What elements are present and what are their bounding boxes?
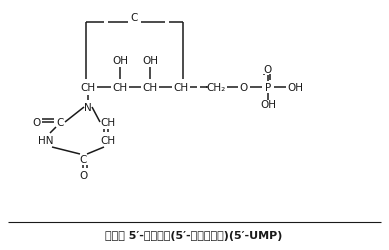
Text: CH: CH: [173, 83, 189, 93]
Text: P: P: [265, 83, 271, 93]
Text: CH: CH: [81, 83, 96, 93]
Text: OH: OH: [112, 56, 128, 66]
Text: O: O: [79, 170, 87, 180]
Text: CH: CH: [100, 136, 116, 145]
Text: C: C: [79, 154, 87, 164]
Text: C: C: [56, 118, 64, 128]
Text: 一磷酸 5′-嘧啶核苷(5′-嘧啶核苷酸)(5′-UMP): 一磷酸 5′-嘧啶核苷(5′-嘧啶核苷酸)(5′-UMP): [105, 230, 283, 240]
Text: CH: CH: [100, 118, 116, 128]
Text: CH₂: CH₂: [207, 83, 226, 93]
Text: CH: CH: [142, 83, 158, 93]
Text: C: C: [131, 13, 138, 23]
Text: HN: HN: [38, 136, 54, 145]
Text: O: O: [264, 65, 272, 75]
Text: OH: OH: [287, 83, 303, 93]
Text: OH: OH: [142, 56, 158, 66]
Text: N: N: [84, 102, 92, 113]
Text: O: O: [240, 83, 248, 93]
Text: OH: OH: [260, 100, 276, 110]
Text: CH: CH: [112, 83, 128, 93]
Text: O: O: [32, 118, 40, 128]
